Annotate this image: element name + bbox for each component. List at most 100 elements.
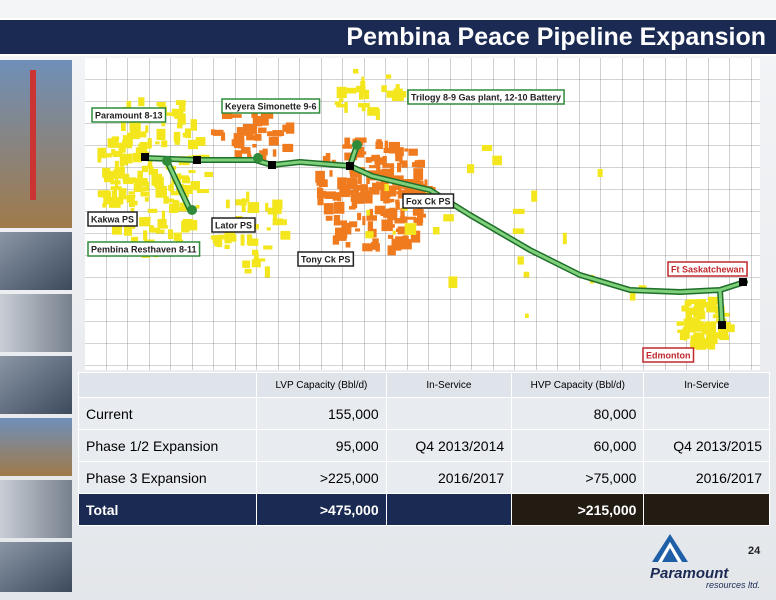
- field-patch: [126, 100, 132, 111]
- field-patch: [413, 168, 424, 181]
- photo: [0, 232, 72, 290]
- field-patch: [336, 104, 347, 108]
- photo: [0, 542, 72, 592]
- field-patch: [334, 227, 342, 238]
- field-patch: [133, 183, 142, 192]
- field-patch: [388, 185, 397, 197]
- field-patch: [367, 221, 374, 233]
- field-patch: [355, 146, 365, 158]
- field-patch: [424, 179, 428, 190]
- field-patch: [181, 177, 191, 184]
- field-patch: [111, 190, 115, 201]
- table-cell: >475,000: [256, 493, 387, 526]
- field-patch: [114, 160, 119, 172]
- header-cell: In-Service: [385, 372, 513, 398]
- field-patch: [707, 340, 716, 350]
- field-patch: [375, 108, 380, 120]
- field-patch: [383, 211, 394, 218]
- field-patch: [102, 202, 107, 208]
- field-patch: [282, 143, 294, 153]
- map-label: Paramount 8-13: [91, 107, 167, 123]
- label-text: Trilogy 8-9 Gas plant, 12-10 Battery: [411, 93, 561, 103]
- field-patch: [231, 114, 242, 118]
- label-text: Ft Saskatchewan: [671, 265, 744, 275]
- field-patch: [397, 162, 402, 173]
- field-patch: [197, 189, 209, 194]
- field-patch: [684, 320, 692, 333]
- field-patch: [162, 225, 169, 229]
- field-patch: [178, 104, 186, 112]
- field-patch: [392, 243, 402, 251]
- field-patch: [396, 191, 400, 195]
- field-patch: [383, 198, 395, 203]
- map-label: Edmonton: [642, 347, 695, 363]
- field-patch: [268, 136, 279, 146]
- table-cell: [385, 493, 513, 526]
- label-text: Pembina Resthaven 8-11: [91, 245, 197, 255]
- table-cell: 60,000: [511, 429, 645, 462]
- field-patch: [254, 133, 262, 141]
- field-patch: [381, 85, 387, 93]
- field-patch: [263, 245, 273, 250]
- field-patch: [180, 175, 189, 179]
- label-box: [402, 193, 455, 209]
- field-patch: [366, 209, 370, 216]
- field-patch: [685, 307, 692, 319]
- field-patch: [190, 181, 200, 191]
- field-patch: [404, 148, 409, 152]
- page-number: 24: [748, 545, 761, 557]
- field-patch: [220, 132, 226, 141]
- field-patch: [136, 131, 147, 138]
- field-patch: [240, 234, 245, 246]
- field-patch: [141, 165, 148, 173]
- field-patch: [267, 207, 278, 215]
- field-patch: [320, 190, 327, 198]
- field-patch: [336, 86, 347, 99]
- field-patch: [170, 191, 182, 196]
- label-box: [91, 107, 167, 123]
- field-patch: [397, 226, 406, 235]
- field-patch: [344, 137, 351, 148]
- photo: [0, 356, 72, 414]
- field-patch: [416, 216, 423, 226]
- field-patch: [374, 205, 386, 215]
- field-patch: [250, 126, 258, 134]
- field-patch: [173, 232, 182, 241]
- field-patch: [261, 150, 267, 163]
- field-patch: [677, 329, 689, 333]
- field-patch: [156, 229, 165, 234]
- field-patch: [174, 139, 180, 145]
- field-patch: [721, 312, 730, 317]
- field-patch: [110, 180, 120, 185]
- field-patch: [283, 219, 287, 226]
- logo: Paramount resources ltd.: [650, 534, 760, 590]
- field-patch: [404, 223, 417, 235]
- map-label: Kakwa PS: [87, 211, 138, 227]
- field-patch: [127, 194, 136, 198]
- facility-dots: [162, 140, 362, 215]
- title: Pembina Peace Pipeline Expansion: [346, 23, 766, 51]
- field-patch: [395, 151, 403, 162]
- field-patch: [372, 182, 382, 190]
- field-patch: [368, 187, 376, 194]
- field-patch: [137, 170, 143, 179]
- field-patch: [97, 156, 102, 163]
- table-cell: 80,000: [511, 397, 645, 430]
- field-patch: [371, 154, 381, 162]
- field-patch: [126, 195, 130, 203]
- label-box: [87, 211, 138, 227]
- rig: [30, 70, 36, 200]
- field-patch: [231, 227, 236, 239]
- field-patch: [333, 215, 341, 226]
- field-patch: [285, 122, 295, 134]
- field-patch: [404, 186, 416, 194]
- station-square: [193, 156, 201, 164]
- field-patch: [135, 178, 148, 187]
- table-body: Current 155,000 80,000 Phase 1/2 Expansion 9…: [77, 397, 770, 526]
- field-patch: [334, 201, 345, 214]
- field-patch: [697, 299, 706, 303]
- field-patch: [362, 216, 366, 226]
- field-patch: [177, 113, 186, 125]
- table-row: Phase 1/2 Expansion 95,000 Q4 2013/2014 60,…: [77, 429, 770, 462]
- field-patch: [272, 208, 278, 219]
